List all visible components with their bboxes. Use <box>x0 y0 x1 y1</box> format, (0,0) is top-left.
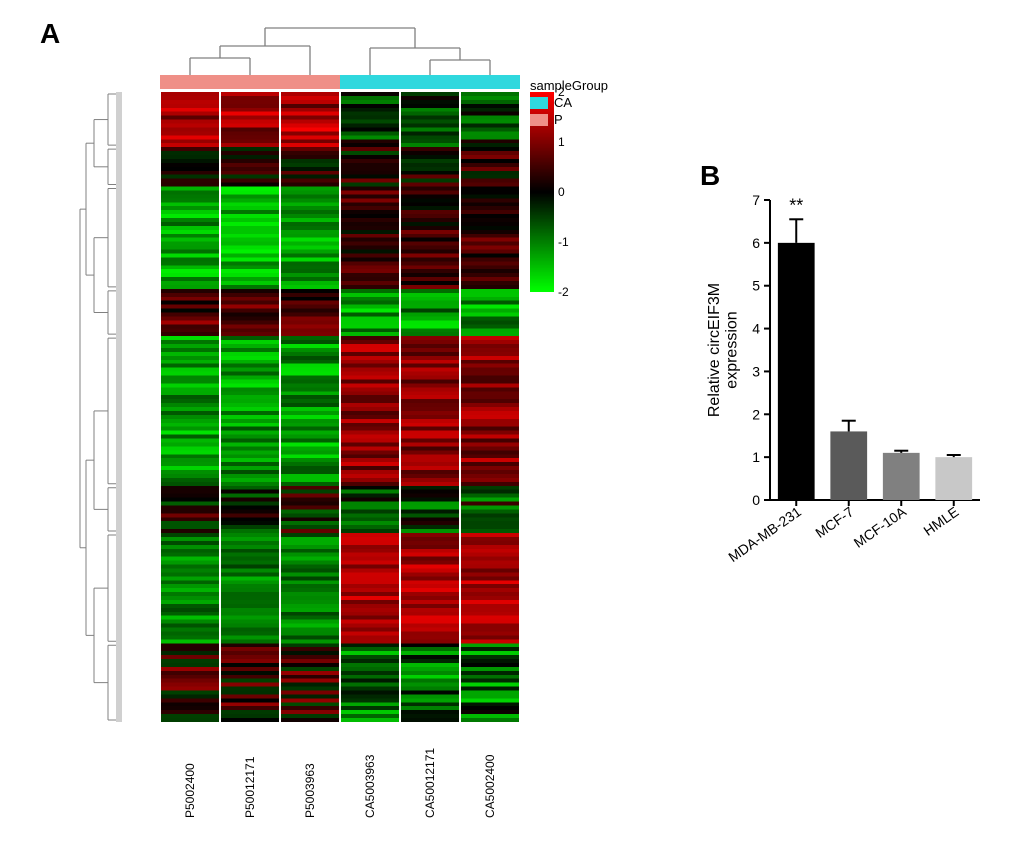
color-scale-tick: 0 <box>558 185 565 199</box>
heatmap-column <box>281 92 339 722</box>
sample-group-bar <box>160 75 520 89</box>
y-tick-label: 3 <box>752 363 760 379</box>
y-tick-label: 6 <box>752 235 760 251</box>
heatmap-column-label: CA5003963 <box>340 732 400 822</box>
row-sidebar <box>116 92 122 722</box>
x-tick-label: MCF-7 <box>812 503 856 541</box>
barchart: 0 1 2 3 4 5 6 7 Relative circEIF3Mexpression MDA-… <box>700 190 1000 630</box>
x-tick-label: HMLE <box>920 503 961 538</box>
group-segment <box>220 75 280 89</box>
legend-swatch <box>530 114 548 126</box>
y-tick-label: 2 <box>752 406 760 422</box>
bar <box>830 431 867 500</box>
y-axis-title-line1: Relative circEIF3M <box>706 283 723 417</box>
heatmap-column <box>461 92 519 722</box>
heatmap-column <box>341 92 399 722</box>
heatmap-column-label: P50012171 <box>220 732 280 822</box>
y-tick-label: 5 <box>752 278 760 294</box>
group-segment <box>400 75 460 89</box>
legend-label: P <box>554 112 563 127</box>
color-scale-tick: -1 <box>558 235 569 249</box>
y-tick-label: 1 <box>752 449 760 465</box>
y-tick-label: 0 <box>752 492 760 508</box>
heatmap-column-label: P5003963 <box>280 732 340 822</box>
heatmap-grid <box>160 92 520 722</box>
x-tick-label: MCF-10A <box>851 503 910 551</box>
panel-b-label: B <box>700 160 720 192</box>
heatmap-column-label: P5002400 <box>160 732 220 822</box>
panel-a-label: A <box>40 18 60 50</box>
row-dendrogram <box>78 92 116 722</box>
legend-title: sampleGroup <box>530 78 608 93</box>
heatmap-column-label: CA5002400 <box>460 732 520 822</box>
heatmap-column <box>401 92 459 722</box>
legend-label: CA <box>554 95 572 110</box>
y-tick-label: 4 <box>752 321 760 337</box>
y-axis-title: Relative circEIF3Mexpression <box>706 283 741 417</box>
legend-swatch <box>530 97 548 109</box>
bar <box>935 457 972 500</box>
heatmap-column-label: CA50012171 <box>400 732 460 822</box>
y-tick-label: 7 <box>752 192 760 208</box>
group-segment <box>280 75 340 89</box>
sample-group-legend: sampleGroup CA P <box>530 78 608 129</box>
legend-item: CA <box>530 95 608 110</box>
heatmap-column <box>221 92 279 722</box>
column-dendrogram <box>160 20 520 75</box>
significance-annotation: ** <box>789 195 803 215</box>
y-axis-title-line2: expression <box>723 311 740 388</box>
group-segment <box>160 75 220 89</box>
x-tick-label: MDA-MB-231 <box>725 503 804 565</box>
color-scale-tick: -2 <box>558 285 569 299</box>
group-segment <box>460 75 520 89</box>
color-scale-tick: 1 <box>558 135 565 149</box>
heatmap-panel: P5002400P50012171P5003963CA5003963CA5001… <box>70 20 610 790</box>
heatmap-column <box>161 92 219 722</box>
bar <box>883 453 920 500</box>
barchart-panel: 0 1 2 3 4 5 6 7 Relative circEIF3Mexpression MDA-… <box>700 190 1000 630</box>
bar <box>778 243 815 500</box>
group-segment <box>340 75 400 89</box>
legend-item: P <box>530 112 608 127</box>
heatmap-column-labels: P5002400P50012171P5003963CA5003963CA5001… <box>160 732 520 822</box>
